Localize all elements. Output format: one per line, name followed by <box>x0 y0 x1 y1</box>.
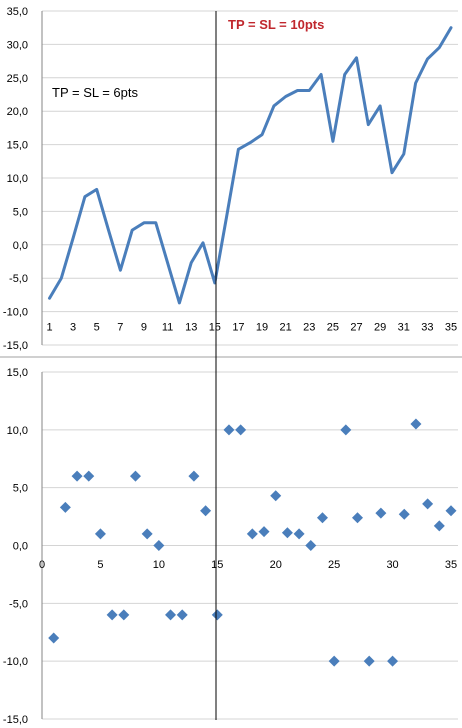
scatter-point <box>48 632 60 644</box>
bottom-y-tick-label: 10,0 <box>7 425 28 437</box>
scatter-point <box>328 655 340 667</box>
top-x-tick-label: 1 <box>46 321 52 333</box>
top-y-tick-label: 30,0 <box>7 39 28 51</box>
scatter-point <box>387 655 399 667</box>
bottom-x-tick-label: 35 <box>445 559 457 571</box>
bottom-x-tick-label: 10 <box>153 559 165 571</box>
scatter-point <box>316 512 328 524</box>
bottom-x-tick-label: 5 <box>97 559 103 571</box>
bottom-x-tick-label: 25 <box>328 559 340 571</box>
scatter-point <box>153 540 165 551</box>
top-x-tick-label: 29 <box>374 321 386 333</box>
top-x-tick-label: 23 <box>303 321 315 333</box>
bottom-x-tick-label: 30 <box>386 559 398 571</box>
scatter-point <box>83 470 95 482</box>
top-y-tick-label: 25,0 <box>7 73 28 85</box>
top-x-tick-label: 31 <box>398 321 410 333</box>
scatter-point <box>141 528 153 540</box>
scatter-point <box>270 490 282 502</box>
bottom-y-tick-label: 15,0 <box>7 367 28 379</box>
scatter-point <box>188 470 200 482</box>
scatter-point <box>410 418 422 430</box>
bottom-y-tick-label: 0,0 <box>13 541 28 553</box>
scatter-point <box>59 501 71 513</box>
top-x-tick-label: 17 <box>232 321 244 333</box>
top-y-tick-label: 15,0 <box>7 140 28 152</box>
scatter-point <box>129 470 141 482</box>
scatter-point <box>118 609 130 621</box>
top-y-tick-label: 35,0 <box>7 6 28 18</box>
scatter-point <box>211 609 223 621</box>
scatter-point <box>293 528 305 540</box>
top-y-tick-label: -10,0 <box>3 307 28 319</box>
scatter-point <box>433 520 445 532</box>
scatter-point <box>246 528 258 540</box>
scatter-point <box>200 505 212 517</box>
top-x-tick-label: 3 <box>70 321 76 333</box>
scatter-point <box>94 528 106 540</box>
bottom-y-tick-label: 5,0 <box>13 483 28 495</box>
line-series <box>48 26 453 305</box>
top-x-tick-label: 35 <box>445 321 457 333</box>
scatter-point <box>176 609 188 621</box>
scatter-point <box>71 470 83 482</box>
top-y-tick-label: -5,0 <box>9 273 28 285</box>
top-y-tick-label: 20,0 <box>7 106 28 118</box>
top-x-tick-label: 27 <box>350 321 362 333</box>
scatter-point <box>398 508 410 520</box>
top-x-tick-label: 33 <box>421 321 433 333</box>
bottom-y-tick-label: -15,0 <box>3 714 28 726</box>
top-x-tick-label: 13 <box>185 321 197 333</box>
scatter-point <box>223 424 235 436</box>
scatter-point <box>422 498 434 510</box>
scatter-point <box>445 505 457 517</box>
top-y-tick-label: 5,0 <box>13 206 28 218</box>
top-y-tick-label: -15,0 <box>3 340 28 352</box>
bottom-y-tick-label: -5,0 <box>9 598 28 610</box>
top-x-tick-label: 7 <box>117 321 123 333</box>
scatter-point <box>106 609 118 621</box>
bottom-x-tick-label: 15 <box>211 559 223 571</box>
annotation-tp-sl-6: TP = SL = 6pts <box>52 85 138 100</box>
scatter-point <box>165 609 177 621</box>
annotation-tp-sl-10: TP = SL = 10pts <box>228 17 324 32</box>
scatter-point <box>305 540 317 551</box>
scatter-point <box>258 526 270 538</box>
top-x-tick-label: 15 <box>209 321 221 333</box>
top-y-tick-label: 0,0 <box>13 240 28 252</box>
bottom-y-tick-label: -10,0 <box>3 656 28 668</box>
scatter-point <box>281 527 293 539</box>
top-x-tick-label: 11 <box>162 321 173 333</box>
top-x-tick-label: 9 <box>141 321 147 333</box>
top-x-tick-label: 25 <box>327 321 339 333</box>
scatter-point <box>235 424 247 436</box>
scatter-point <box>340 424 352 436</box>
top-x-tick-label: 19 <box>256 321 268 333</box>
scatter-point <box>363 655 375 667</box>
top-x-tick-label: 21 <box>280 321 292 333</box>
bottom-x-tick-label: 20 <box>270 559 282 571</box>
scatter-point <box>375 507 387 519</box>
top-y-tick-label: 10,0 <box>7 173 28 185</box>
top-x-tick-label: 5 <box>94 321 100 333</box>
scatter-point <box>352 512 364 524</box>
bottom-x-tick-label: 0 <box>39 559 45 571</box>
